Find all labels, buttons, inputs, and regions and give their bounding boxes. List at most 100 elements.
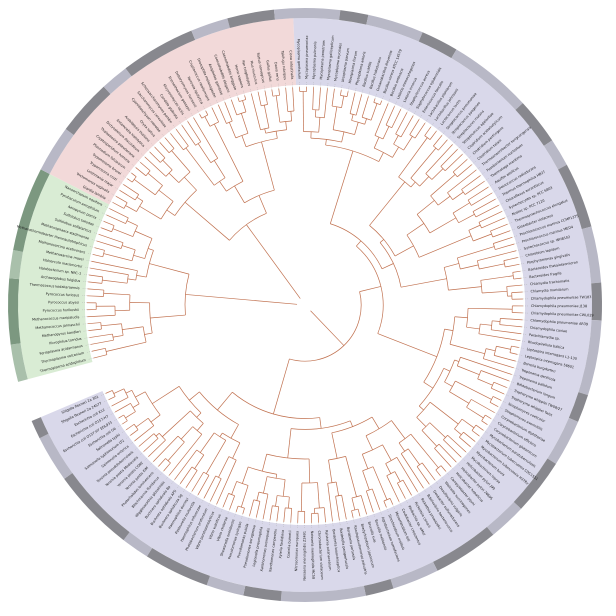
leader-line [96,225,102,228]
leader-line [394,101,397,107]
leader-line [201,498,205,503]
tree-branch [341,495,347,520]
leader-line [115,187,120,191]
tree-branch [512,270,521,273]
leader-line [203,106,206,111]
tree-branch [126,220,138,227]
leaf-label: Chlamydia trachomatis [530,279,570,287]
tree-branch [126,423,135,431]
ring-segment [146,547,210,586]
tree-branch [391,109,402,128]
tree-branch [147,418,155,426]
leaf-label: Danio rerio [274,62,280,81]
leaf-label: Methanococcus maripaludis [32,315,80,322]
tree-branch [381,263,394,270]
tree-branch [214,177,226,186]
tree-branch [131,176,137,183]
tree-branch [94,247,105,251]
tree-branch [154,146,166,159]
tree-interior [85,85,525,525]
leaf-label: Ureaplasma parvum [341,47,351,82]
tree-branch [288,496,290,509]
tree-branch [410,147,437,179]
tree-branch [373,98,376,103]
tree-branch [106,341,147,352]
leader-line [111,193,117,197]
tree-branch [323,507,326,523]
leaf-label: Methanococcus jannaschii [35,322,80,330]
tree-branch [429,217,457,234]
leader-line [84,274,90,276]
tree-branch [454,359,460,362]
ring-segment [568,392,588,422]
leader-line [118,423,123,427]
tree-branch [262,494,269,520]
leaf-label: Mycoplasma penetrans [319,40,326,80]
ring-segment [486,501,522,535]
leader-line [413,111,416,116]
tree-branch [433,145,439,151]
tree-branch [464,180,485,195]
tree-branch [131,172,137,177]
tree-branch [275,95,281,123]
tree-branch [421,462,436,481]
tree-branch [112,202,125,209]
tree-branch [437,195,451,206]
tree-branch [482,348,487,359]
ring-segment [123,532,153,557]
leader-line [352,517,355,523]
tree-branch [133,179,156,196]
leader-line [151,143,155,148]
leader-line [476,166,481,171]
tree-branch [257,92,262,106]
leader-lines [82,82,528,529]
leader-line [518,347,524,349]
tree-branch [449,391,470,404]
tree-branch [152,385,180,404]
tree-branch [98,233,124,243]
tree-branch [224,102,233,122]
tree-branch [231,99,238,116]
tree-branch [90,339,114,345]
leader-line [361,89,364,95]
leaf-label: Methanosarcina mazei [46,250,84,262]
tree-branch [397,482,406,499]
ring-segment [10,343,28,382]
leaf-label: Chlamydophila pneumoniae TW183 [531,295,592,301]
tree-branch [472,198,496,212]
tree-branch [454,316,468,319]
tree-branch [383,498,391,502]
tree-branch [147,248,154,251]
tree-branch [108,396,116,401]
tree-branch [480,370,510,382]
tree-branch [452,191,464,200]
tree-branch [158,432,166,441]
leader-line [139,451,144,456]
leader-line [484,178,489,182]
leader-line [520,270,526,272]
tree-branch [119,189,136,201]
tree-branch [398,442,406,452]
ring-segment [64,473,130,541]
leaf-label: Halobacterium sp. NRC-1 [39,266,82,276]
ring-segment [273,8,341,21]
leader-line [494,412,500,416]
leader-line [190,113,194,118]
tree-branch [226,120,233,124]
tree-branch [471,192,493,206]
tree-branch [166,209,176,216]
leaf-label: Pan troglodytes [241,60,251,87]
tree-branch [369,181,406,226]
leader-line [136,158,141,163]
ring-segment [9,250,23,280]
leader-line [405,498,408,504]
leader-line [234,511,237,517]
ring-segment [513,458,556,509]
tree-branch [199,432,215,453]
tree-branch [103,220,115,226]
leader-line [141,153,146,158]
leaf-label: Pyrococcus abyssi [48,300,79,304]
tree-branch [175,128,189,147]
leader-line [339,520,341,526]
